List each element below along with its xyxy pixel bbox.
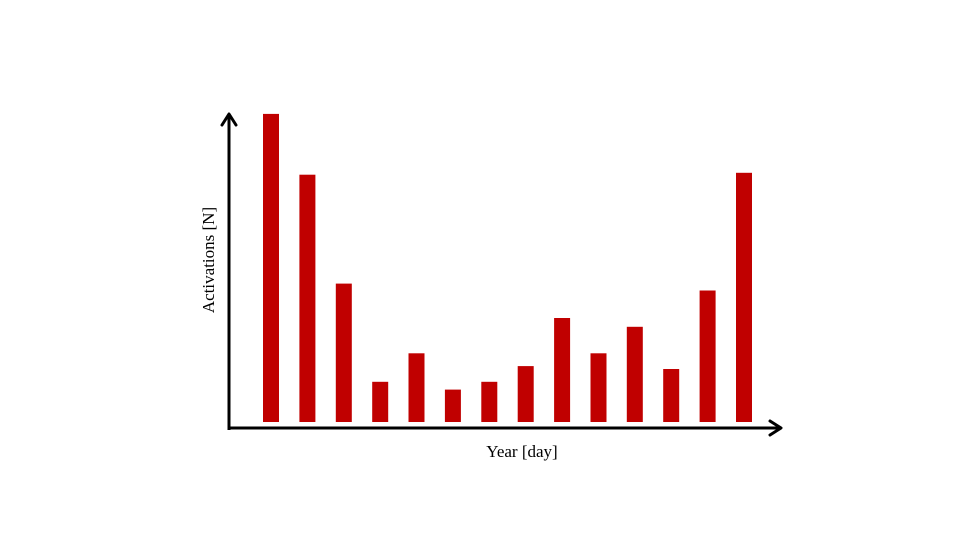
y-axis (220, 112, 238, 430)
bar-10 (590, 353, 607, 422)
bar-11 (626, 326, 643, 422)
bar-13 (699, 290, 716, 422)
bar-9 (554, 318, 571, 422)
x-axis (228, 419, 783, 437)
x-axis-label: Year [day] (486, 442, 557, 461)
bar-7 (481, 381, 498, 422)
bar-8 (517, 366, 534, 422)
bar-12 (663, 369, 680, 422)
bar-4 (372, 381, 389, 422)
bar-14 (736, 172, 752, 422)
bar-1 (263, 113, 279, 423)
bar-3 (335, 283, 352, 422)
bars (263, 113, 752, 423)
bar-5 (408, 353, 425, 422)
bar-2 (299, 174, 316, 422)
bar-6 (444, 389, 461, 422)
x-axis-arrowhead (768, 419, 783, 437)
y-axis-label: Activations [N] (199, 207, 218, 313)
y-axis-arrowhead (220, 112, 238, 127)
